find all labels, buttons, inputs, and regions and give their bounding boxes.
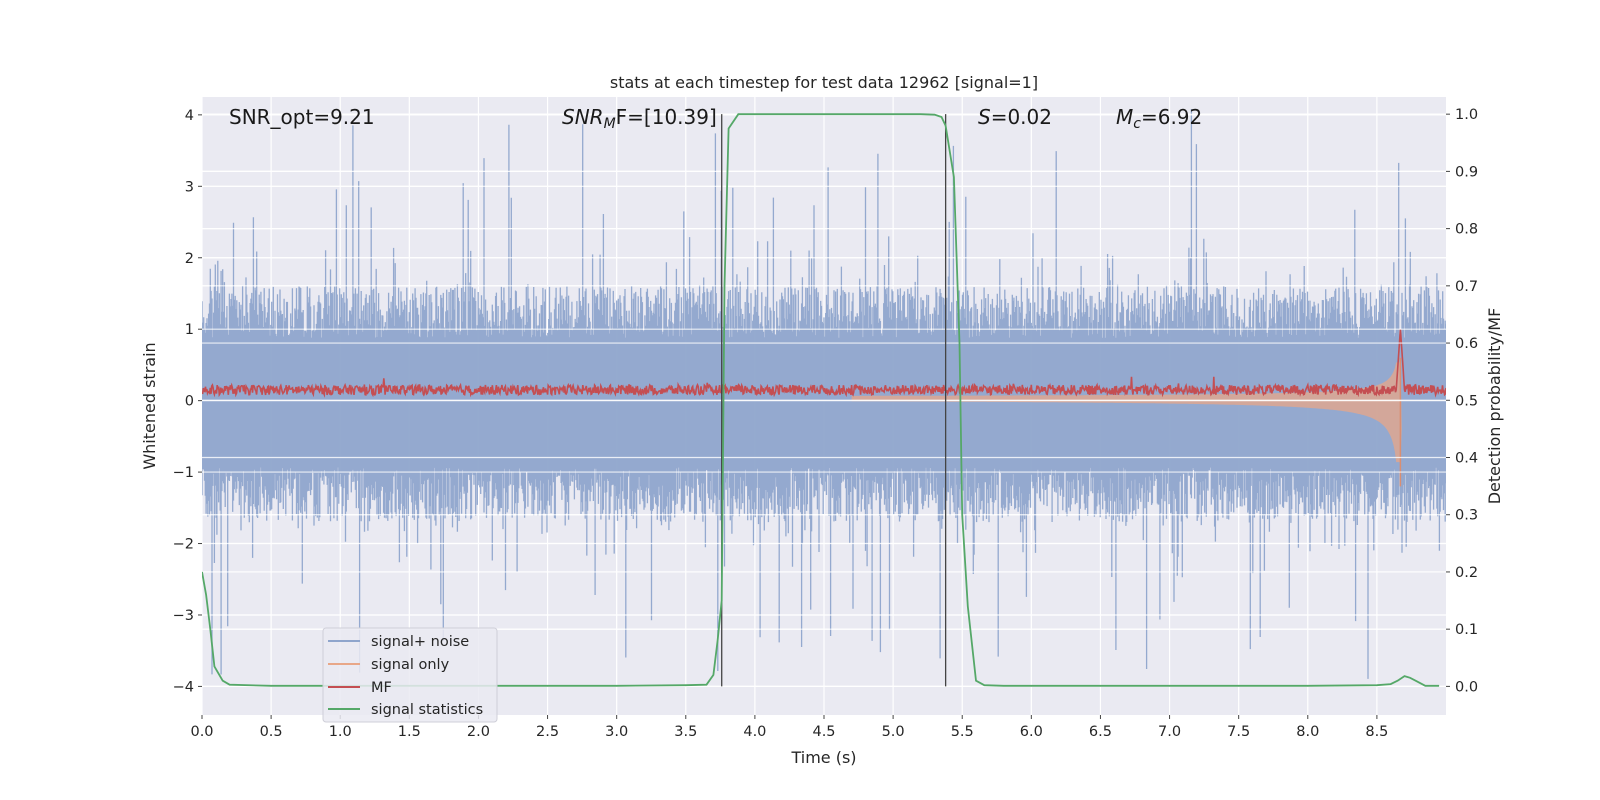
s-prefix: S — [978, 105, 991, 129]
y-tick-label-left: 0 — [185, 394, 194, 410]
mf-series — [202, 329, 1446, 398]
x-tick-label: 2.0 — [467, 724, 490, 740]
mc-annotation: Mc=6.92 — [1116, 105, 1202, 132]
legend-label-mf: MF — [371, 680, 392, 696]
y-axis-label-right: Detection probability/MF — [1485, 308, 1504, 505]
snr-opt-annotation: SNR_opt=9.21 — [229, 105, 375, 129]
legend: signal+ noise signal only MF signal stat… — [322, 627, 498, 723]
x-tick-label: 8.0 — [1296, 724, 1319, 740]
y-tick-label-left: 1 — [185, 322, 194, 338]
s-suffix: =0.02 — [991, 105, 1052, 129]
y-tick-label-left: −2 — [173, 537, 194, 553]
x-axis-ticks: 0.0 0.5 1.0 1.5 2.0 2.5 3.0 3.5 4.0 4.5 5.0 5.5 6.0 6… — [190, 715, 1388, 740]
x-tick-label: 3.5 — [674, 724, 697, 740]
y-tick-label-right: 0.3 — [1455, 508, 1478, 524]
s-annotation: S=0.02 — [978, 105, 1052, 129]
x-tick-label: 0.0 — [190, 724, 213, 740]
x-tick-label: 8.5 — [1365, 724, 1388, 740]
mc-suffix: =6.92 — [1141, 105, 1202, 129]
x-tick-label: 2.5 — [536, 724, 559, 740]
x-tick-label: 3.0 — [605, 724, 628, 740]
x-tick-label: 5.5 — [951, 724, 974, 740]
y-tick-label-right: 0.9 — [1455, 164, 1478, 180]
x-axis-label: Time (s) — [790, 748, 856, 767]
y-tick-label-left: −4 — [173, 679, 194, 695]
x-tick-label: 0.5 — [260, 724, 283, 740]
x-tick-label: 7.0 — [1158, 724, 1181, 740]
snr-mf-annotation: SNRMF=[10.39] — [562, 105, 717, 132]
x-tick-label: 6.5 — [1089, 724, 1112, 740]
y-tick-label-right: 1.0 — [1455, 107, 1478, 123]
mc-sub: c — [1133, 116, 1141, 132]
y-tick-label-right: 0.5 — [1455, 393, 1478, 409]
x-tick-label: 1.5 — [398, 724, 421, 740]
x-tick-label: 1.0 — [329, 724, 352, 740]
x-tick-label: 6.0 — [1020, 724, 1043, 740]
snr-mf-prefix: SNR — [562, 105, 604, 129]
y-tick-label-left: 4 — [185, 108, 194, 124]
y-tick-label-left: −3 — [173, 608, 194, 624]
snr-mf-sub: M — [604, 116, 616, 132]
legend-label-statistics: signal statistics — [371, 702, 483, 718]
snr-mf-suffix: F=[10.39] — [616, 105, 717, 129]
mf-trace — [202, 329, 1446, 398]
y-tick-label-right: 0.1 — [1455, 622, 1478, 638]
left-axis-ticks: 4 3 2 1 0 −1 −2 −3 −4 — [173, 108, 202, 695]
x-tick-label: 7.5 — [1227, 724, 1250, 740]
y-tick-label-left: −1 — [173, 465, 194, 481]
y-tick-label-left: 3 — [185, 179, 194, 195]
x-tick-label: 5.0 — [882, 724, 905, 740]
right-axis-ticks: 1.0 0.9 0.8 0.7 0.6 0.5 0.4 0.3 0.2 0.1 0.0 — [1446, 107, 1478, 695]
legend-label-signal: signal only — [371, 657, 450, 673]
y-tick-label-right: 0.2 — [1455, 565, 1478, 581]
y-tick-label-left: 2 — [185, 251, 194, 267]
legend-label-noise: signal+ noise — [371, 634, 469, 650]
y-axis-label-left: Whitened strain — [140, 342, 159, 469]
y-tick-label-right: 0.7 — [1455, 279, 1478, 295]
x-tick-label: 4.5 — [812, 724, 835, 740]
legend-box — [322, 627, 498, 723]
x-tick-label: 4.0 — [743, 724, 766, 740]
signal-only-band — [851, 357, 1402, 487]
mc-prefix: M — [1116, 105, 1133, 129]
y-tick-label-right: 0.6 — [1455, 336, 1478, 352]
y-tick-label-right: 0.0 — [1455, 679, 1478, 695]
y-tick-label-right: 0.8 — [1455, 222, 1478, 238]
chart-title: stats at each timestep for test data 129… — [610, 73, 1038, 92]
y-tick-label-right: 0.4 — [1455, 451, 1478, 467]
